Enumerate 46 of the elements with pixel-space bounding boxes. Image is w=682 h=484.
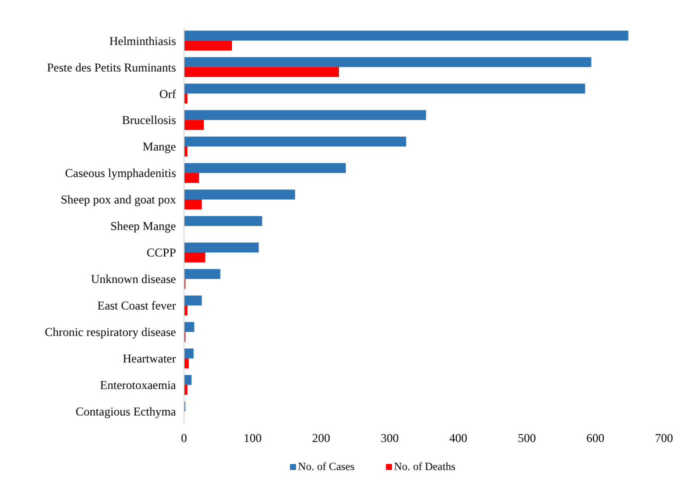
bar (184, 269, 220, 279)
bar (184, 120, 204, 130)
bar (184, 296, 202, 306)
bar (184, 84, 586, 94)
bar (184, 30, 628, 41)
bar (184, 57, 592, 68)
bar (184, 163, 346, 174)
x-tick-label: 600 (586, 431, 604, 445)
bar (184, 216, 262, 226)
x-tick-label: 700 (655, 431, 673, 445)
bar (184, 322, 194, 332)
y-tick-label: Peste des Petits Ruminants (47, 60, 176, 74)
y-tick-label: Heartwater (122, 352, 176, 366)
legend-label: No. of Deaths (394, 461, 456, 473)
bar (184, 348, 194, 358)
bar (184, 252, 206, 262)
x-tick-label: 400 (449, 431, 468, 445)
bar (184, 374, 192, 385)
bar (184, 110, 426, 120)
y-tick-label: CCPP (146, 246, 176, 260)
bar (184, 190, 296, 200)
y-tick-label: Sheep pox and goat pox (60, 192, 176, 207)
y-tick-label: Caseous lymphadenitis (65, 166, 176, 180)
bar (184, 136, 406, 147)
y-tick-label: East Coast fever (97, 298, 176, 313)
y-tick-label: Chronic respiratory disease (44, 325, 176, 340)
bar (184, 40, 232, 51)
x-tick-label: 100 (244, 431, 262, 445)
y-tick-label: Orf (159, 86, 176, 101)
legend-label: No. of Cases (298, 461, 355, 473)
bar (184, 358, 189, 368)
y-tick-label: Sheep Mange (110, 219, 176, 234)
x-tick-label: 200 (312, 431, 330, 445)
bar (184, 173, 200, 183)
x-tick-label: 500 (518, 431, 536, 445)
x-tick-label: 300 (380, 431, 399, 445)
bar (184, 200, 202, 210)
y-tick-label: Helminthiasis (109, 34, 176, 48)
y-tick-label: Mange (142, 140, 176, 154)
y-tick-label: Brucellosis (122, 113, 176, 128)
y-tick-label: Contagious Ecthyma (76, 404, 177, 419)
y-tick-label: Enterotoxaemia (100, 378, 177, 392)
y-tick-label: Unknown disease (91, 272, 176, 286)
bar (184, 242, 259, 252)
x-tick-label: 0 (181, 431, 187, 445)
bar (184, 67, 339, 78)
